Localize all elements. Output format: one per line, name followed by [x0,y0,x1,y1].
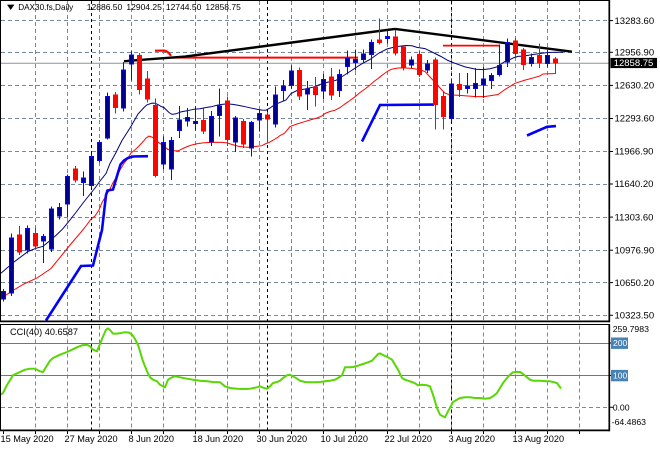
svg-text:12886.50: 12886.50 [87,2,123,12]
svg-text:10650.20: 10650.20 [615,278,655,289]
svg-text:CCI(40) 40.6587: CCI(40) 40.6587 [10,327,78,337]
svg-text:13 Aug 2020: 13 Aug 2020 [513,434,565,444]
svg-text:200: 200 [613,338,627,348]
svg-text:27 May 2020: 27 May 2020 [65,434,118,444]
svg-text:DAX30.fs,Daily: DAX30.fs,Daily [18,3,74,12]
svg-text:100: 100 [613,371,627,381]
svg-text:30 Jun 2020: 30 Jun 2020 [257,434,308,444]
svg-text:259.7983: 259.7983 [613,324,649,334]
svg-text:12858.75: 12858.75 [614,58,654,69]
svg-text:3 Aug 2020: 3 Aug 2020 [449,434,496,444]
svg-text:-64.4863: -64.4863 [612,417,646,427]
svg-text:12744.50: 12744.50 [166,2,202,12]
svg-text:15 May 2020: 15 May 2020 [1,434,54,444]
svg-text:11640.20: 11640.20 [615,179,654,190]
svg-text:0.00: 0.00 [613,403,630,413]
svg-text:12956.90: 12956.90 [615,48,655,59]
svg-text:11966.90: 11966.90 [615,147,654,158]
svg-text:12904.25: 12904.25 [126,2,162,12]
svg-text:11303.60: 11303.60 [615,212,654,223]
svg-text:12858.75: 12858.75 [205,2,241,12]
svg-text:13283.60: 13283.60 [615,16,655,27]
svg-text:22 Jul 2020: 22 Jul 2020 [385,434,433,444]
svg-text:18 Jun 2020: 18 Jun 2020 [193,434,244,444]
svg-text:8 Jun 2020: 8 Jun 2020 [129,434,174,444]
svg-text:10 Jul 2020: 10 Jul 2020 [321,434,369,444]
svg-text:10976.90: 10976.90 [615,245,655,256]
svg-text:12630.20: 12630.20 [615,81,655,92]
svg-text:12293.60: 12293.60 [615,114,655,125]
svg-text:10323.50: 10323.50 [615,311,655,322]
